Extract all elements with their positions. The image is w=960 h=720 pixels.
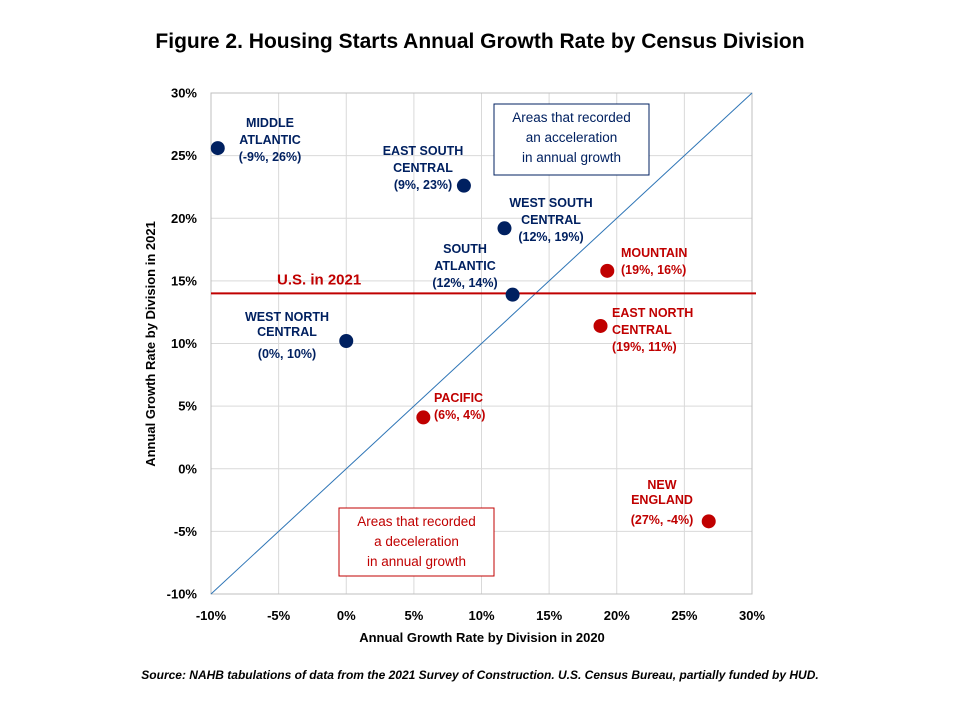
point-label: CENTRAL [612,323,672,337]
point-label: CENTRAL [393,161,453,175]
data-point [416,410,431,425]
point-label: (12%, 14%) [432,276,497,290]
us-2021-label: U.S. in 2021 [277,271,361,288]
annotation-text: a deceleration [374,534,459,549]
point-label: NEW [647,478,676,492]
point-label: (12%, 19%) [518,230,583,244]
point-label: MIDDLE [246,116,294,130]
y-tick-label: 5% [178,399,197,414]
point-label: (27%, -4%) [631,513,694,527]
source-note: Source: NAHB tabulations of data from th… [141,668,818,682]
point-label: ATLANTIC [239,133,301,147]
point-label: (9%, 23%) [394,178,452,192]
y-tick-label: 0% [178,461,197,476]
data-point [701,514,716,529]
axis-ticks: -10% -5% 0% 5% 10% 15% 20% 25% 30% -10% -5% 0% 5% 10%… [167,86,766,624]
data-point [339,333,354,348]
chart-title: Figure 2. Housing Starts Annual Growth R… [155,30,804,53]
annotation-text: in annual growth [367,554,466,569]
point-label: (19%, 11%) [612,340,677,354]
x-tick-label: 25% [671,608,697,623]
point-label: MOUNTAIN [621,246,687,260]
x-tick-label: -5% [267,608,291,623]
annotation-text: Areas that recorded [357,514,476,529]
x-tick-label: 30% [739,608,765,623]
x-tick-label: 0% [337,608,356,623]
data-points: MIDDLE ATLANTIC (-9%, 26%) EAST SOUTH CENTRA… [210,116,716,529]
y-tick-label: 10% [171,336,197,351]
data-point [456,178,471,193]
reference-lines: U.S. in 2021 [210,92,756,595]
point-label: WEST NORTH [245,310,329,324]
point-label: SOUTH [443,242,487,256]
annotation-box [493,103,650,176]
point-label: (19%, 16%) [621,263,686,277]
x-tick-label: 15% [536,608,562,623]
y-tick-label: 30% [171,86,197,101]
x-axis-label: Annual Growth Rate by Division in 2020 [359,630,605,645]
annotation-text: Areas that recorded [512,110,631,125]
annotation-text: an acceleration [526,130,618,145]
x-tick-label: 20% [604,608,630,623]
point-label: EAST NORTH [612,306,693,320]
x-tick-label: 5% [404,608,423,623]
point-label: CENTRAL [257,325,317,339]
annotations: Areas that recorded an acceleration in ann… [338,103,650,577]
data-point [210,141,225,156]
point-label: CENTRAL [521,213,581,227]
data-point [497,221,512,236]
diagonal-line [210,92,753,595]
annotation-text: in annual growth [522,150,621,165]
y-axis-label: Annual Growth Rate by Division in 2021 [143,221,158,467]
point-label: WEST SOUTH [509,196,592,210]
y-tick-label: 20% [171,211,197,226]
y-tick-label: -10% [167,587,198,602]
x-tick-label: 10% [468,608,494,623]
point-label: (0%, 10%) [258,347,316,361]
y-tick-label: -5% [174,524,198,539]
point-label: EAST SOUTH [383,144,464,158]
y-tick-label: 25% [171,148,197,163]
plot-area [210,92,753,595]
point-label: ATLANTIC [434,259,496,273]
point-label: (6%, 4%) [434,408,485,422]
point-label: PACIFIC [434,391,483,405]
data-point [600,263,615,278]
annotation-box [338,507,495,577]
x-tick-label: -10% [196,608,227,623]
point-label: ENGLAND [631,493,693,507]
point-label: (-9%, 26%) [239,150,302,164]
data-point [593,318,608,333]
data-point [505,287,520,302]
y-tick-label: 15% [171,273,197,288]
